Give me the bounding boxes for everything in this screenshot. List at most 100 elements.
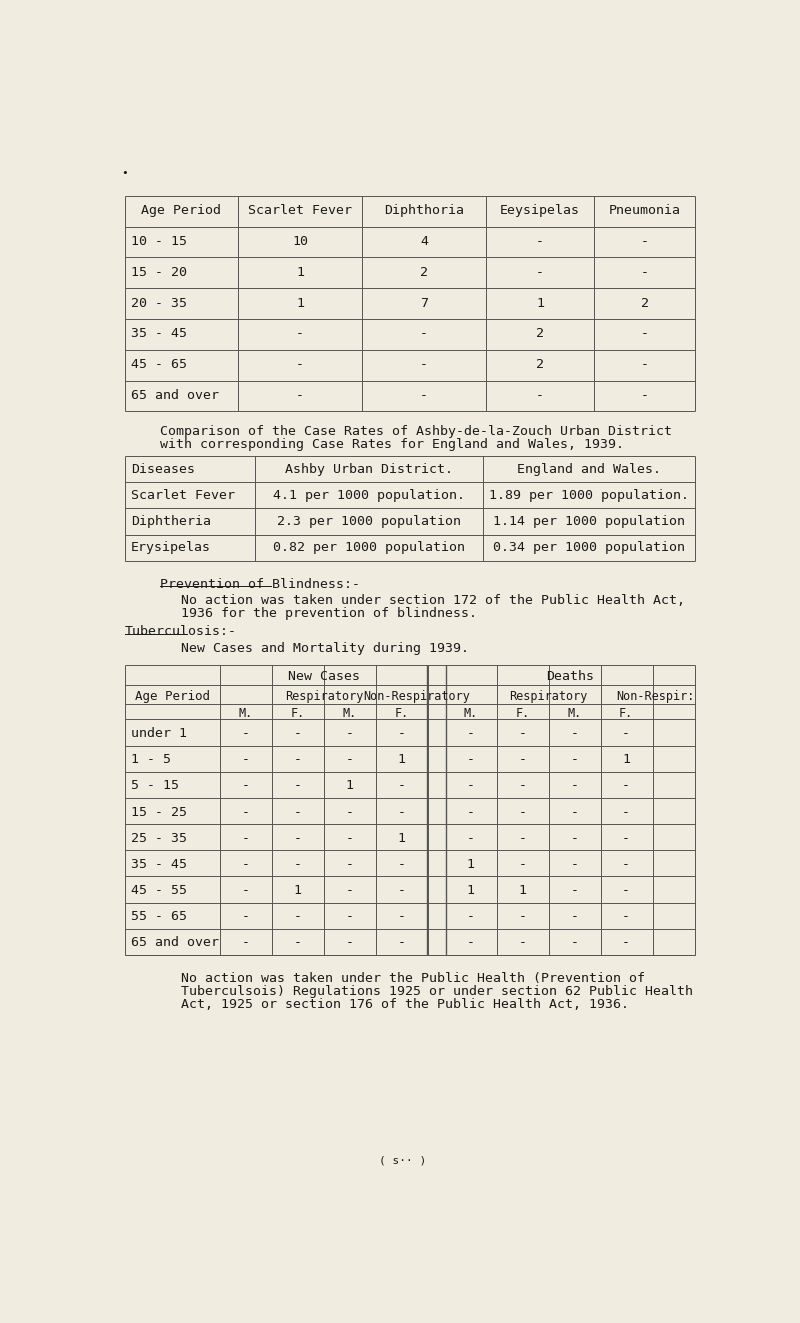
Text: -: - [346,857,354,871]
Text: 1: 1 [536,296,544,310]
Text: -: - [570,753,578,766]
Text: -: - [294,779,302,792]
Text: 55 - 65: 55 - 65 [131,910,187,923]
Text: 1: 1 [398,832,406,845]
Text: 1: 1 [346,779,354,792]
Text: -: - [242,779,250,792]
Text: -: - [518,832,526,845]
Text: -: - [622,857,630,871]
Text: 15 - 25: 15 - 25 [131,806,187,819]
Text: -: - [466,910,474,923]
Text: Pneumonia: Pneumonia [609,204,681,217]
Text: 2: 2 [536,327,544,340]
Text: 15 - 20: 15 - 20 [131,266,187,279]
Text: -: - [420,389,428,402]
Text: F.: F. [619,706,634,720]
Text: 1: 1 [296,266,304,279]
Text: -: - [570,857,578,871]
Text: New Cases and Mortality during 1939.: New Cases and Mortality during 1939. [182,642,470,655]
Text: •: • [122,168,129,179]
Text: 1: 1 [398,753,406,766]
Text: -: - [242,753,250,766]
Text: Scarlet Fever: Scarlet Fever [131,490,235,503]
Text: -: - [346,884,354,897]
Text: No action was taken under the Public Health (Prevention of: No action was taken under the Public Hea… [182,972,646,984]
Text: 65 and over: 65 and over [131,937,219,950]
Text: -: - [294,857,302,871]
Text: -: - [294,728,302,740]
Text: -: - [518,857,526,871]
Text: -: - [346,806,354,819]
Text: No action was taken under section 172 of the Public Health Act,: No action was taken under section 172 of… [182,594,686,607]
Text: with corresponding Case Rates for England and Wales, 1939.: with corresponding Case Rates for Englan… [161,438,625,451]
Text: 1: 1 [466,884,474,897]
Text: -: - [466,832,474,845]
Text: -: - [570,728,578,740]
Text: -: - [518,753,526,766]
Text: -: - [466,728,474,740]
Text: -: - [641,359,649,372]
Text: 20 - 35: 20 - 35 [131,296,187,310]
Text: 4: 4 [420,235,428,247]
Text: 4.1 per 1000 population.: 4.1 per 1000 population. [273,490,465,503]
Text: M.: M. [238,706,253,720]
Text: under 1: under 1 [131,728,187,740]
Text: -: - [641,389,649,402]
Text: ( s·· ): ( s·· ) [378,1156,426,1166]
Text: 7: 7 [420,296,428,310]
Text: 10 - 15: 10 - 15 [131,235,187,247]
Text: -: - [622,910,630,923]
Text: F.: F. [515,706,530,720]
Text: Act, 1925 or section 176 of the Public Health Act, 1936.: Act, 1925 or section 176 of the Public H… [182,998,630,1011]
Text: F.: F. [290,706,305,720]
Text: 1: 1 [518,884,526,897]
Text: Tuberculsois) Regulations 1925 or under section 62 Public Health: Tuberculsois) Regulations 1925 or under … [182,984,694,998]
Text: 2.3 per 1000 population: 2.3 per 1000 population [277,515,461,528]
Text: -: - [622,779,630,792]
Text: -: - [518,806,526,819]
Text: 1: 1 [622,753,630,766]
Text: 35 - 45: 35 - 45 [131,327,187,340]
Text: 1: 1 [294,884,302,897]
Text: -: - [294,753,302,766]
Text: -: - [536,389,544,402]
Text: Diseases: Diseases [131,463,195,476]
Text: -: - [622,937,630,950]
Text: 1 - 5: 1 - 5 [131,753,171,766]
Text: -: - [398,806,406,819]
Text: -: - [518,937,526,950]
Text: -: - [296,389,304,402]
Text: -: - [346,753,354,766]
Text: -: - [242,884,250,897]
Text: -: - [242,937,250,950]
Text: -: - [570,832,578,845]
Text: 2: 2 [536,359,544,372]
Text: Diphtheria: Diphtheria [131,515,211,528]
Text: 45 - 55: 45 - 55 [131,884,187,897]
Text: -: - [466,806,474,819]
Text: -: - [570,779,578,792]
Text: Scarlet Fever: Scarlet Fever [248,204,352,217]
Text: -: - [346,728,354,740]
Text: Erysipelas: Erysipelas [131,541,211,554]
Text: 35 - 45: 35 - 45 [131,857,187,871]
Text: Age Period: Age Period [142,204,222,217]
Text: -: - [518,910,526,923]
Text: Diphthoria: Diphthoria [384,204,464,217]
Text: -: - [398,857,406,871]
Text: M.: M. [342,706,357,720]
Text: -: - [641,235,649,247]
Text: -: - [466,937,474,950]
Text: -: - [242,910,250,923]
Text: Non-Respir:: Non-Respir: [617,691,695,703]
Text: -: - [641,266,649,279]
Text: Respiratory: Respiratory [510,691,588,703]
Text: -: - [346,910,354,923]
Text: 1936 for the prevention of blindness.: 1936 for the prevention of blindness. [182,607,478,620]
Text: -: - [420,359,428,372]
Text: 10: 10 [292,235,308,247]
Text: -: - [518,779,526,792]
Text: -: - [570,937,578,950]
Text: F.: F. [394,706,409,720]
Text: Ashby Urban District.: Ashby Urban District. [285,463,453,476]
